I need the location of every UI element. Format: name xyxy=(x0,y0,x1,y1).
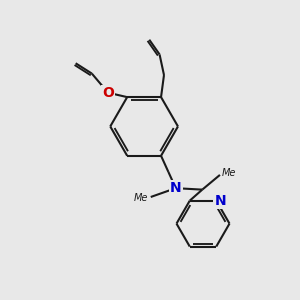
Text: Me: Me xyxy=(221,168,236,178)
Text: N: N xyxy=(214,194,226,208)
Text: Me: Me xyxy=(134,194,148,203)
Text: O: O xyxy=(102,86,114,100)
Text: N: N xyxy=(170,181,182,195)
